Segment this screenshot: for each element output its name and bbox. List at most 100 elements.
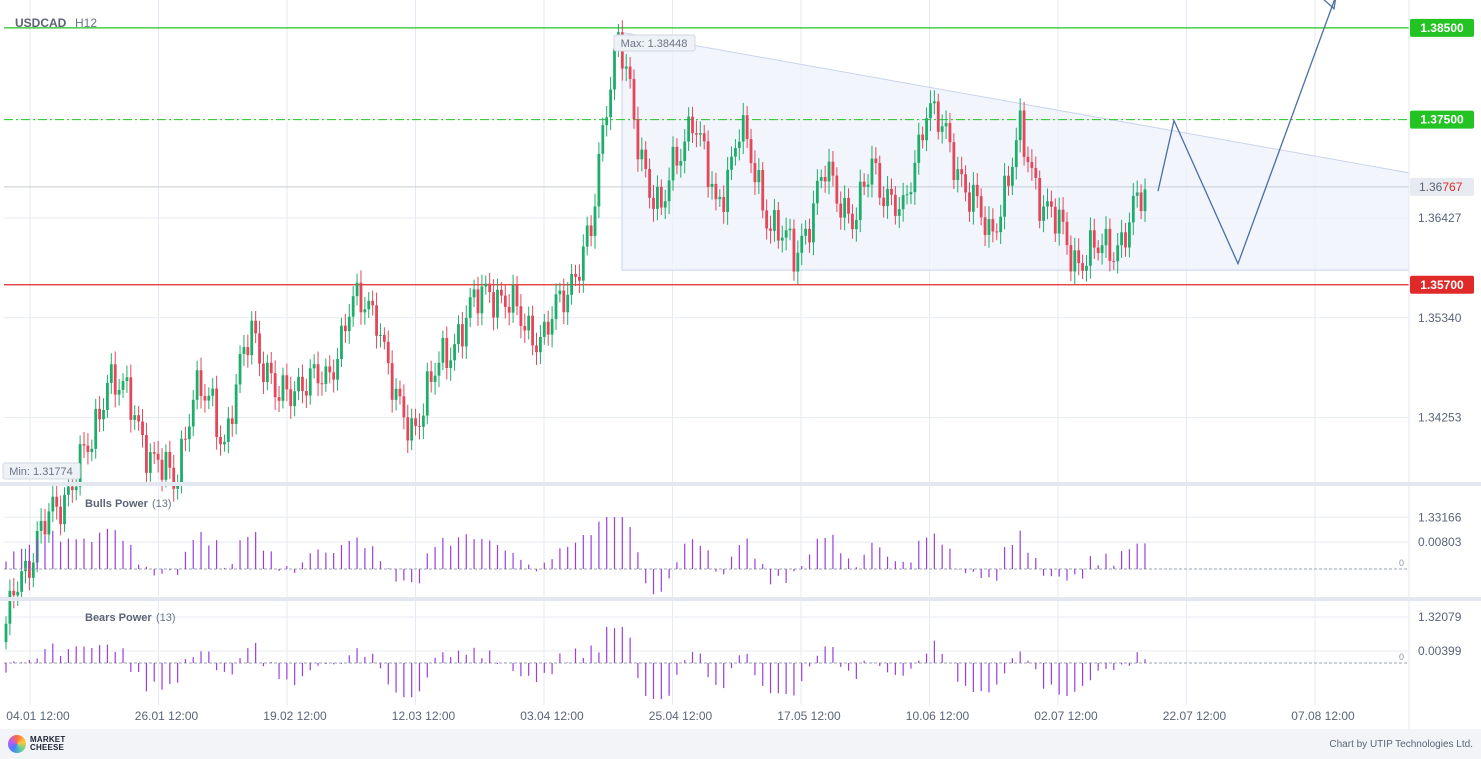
price-tick-label: 1.36427 xyxy=(1418,211,1462,225)
candle-body xyxy=(870,158,874,185)
candle-body xyxy=(1108,228,1112,261)
candle-body xyxy=(484,283,488,287)
candle-body xyxy=(679,160,683,166)
candle-body xyxy=(1007,175,1010,186)
candle-body xyxy=(90,448,94,453)
candle-body xyxy=(347,316,351,332)
time-tick-label: 25.04 12:00 xyxy=(649,709,713,723)
candle-body xyxy=(702,133,706,142)
level-tag-1-37500[interactable]: 1.37500 xyxy=(1410,110,1474,129)
candle-body xyxy=(656,186,659,209)
candle-body xyxy=(1003,175,1006,217)
candle-body xyxy=(566,294,570,313)
candle-body xyxy=(43,520,47,535)
candle-body xyxy=(819,177,823,181)
candle-body xyxy=(1018,110,1022,141)
candle-body xyxy=(1081,263,1084,271)
min-marker: Min: 1.31774 xyxy=(2,462,81,480)
candle-body xyxy=(31,562,35,578)
symbol-label: USDCAD xyxy=(15,16,67,30)
panel-separator xyxy=(0,597,1481,601)
candle-body xyxy=(542,321,546,337)
candle-body xyxy=(113,364,117,395)
candle-body xyxy=(117,389,121,395)
candle-body xyxy=(640,149,644,160)
candle-body xyxy=(1120,232,1123,246)
bulls-power-tick: 0.00803 xyxy=(1418,535,1462,549)
candle-body xyxy=(425,371,429,416)
candle-body xyxy=(86,445,90,453)
level-tag-1-35700[interactable]: 1.35700 xyxy=(1410,275,1474,294)
candle-body xyxy=(457,324,460,345)
candle-body xyxy=(164,451,168,480)
level-tag-1-38500[interactable]: 1.38500 xyxy=(1410,18,1474,37)
candle-body xyxy=(191,399,195,427)
candle-body xyxy=(698,133,702,135)
candle-body xyxy=(706,141,710,187)
candle-body xyxy=(710,183,714,187)
candle-body xyxy=(683,141,687,161)
candlestick-series[interactable] xyxy=(4,20,1147,650)
candle-body xyxy=(601,125,605,154)
candle-body xyxy=(460,324,464,347)
candle-body xyxy=(574,274,577,277)
candle-body xyxy=(211,388,215,396)
candle-body xyxy=(297,376,300,392)
time-tick-label: 10.06 12:00 xyxy=(906,709,970,723)
candle-body xyxy=(862,181,866,187)
candle-body xyxy=(390,363,394,400)
candle-body xyxy=(843,197,847,218)
candle-body xyxy=(523,325,527,331)
candle-body xyxy=(975,184,979,197)
candle-body xyxy=(449,360,453,368)
candle-body xyxy=(940,126,944,132)
candle-body xyxy=(531,315,534,346)
bears-power-period: (13) xyxy=(156,612,176,624)
candle-body xyxy=(168,451,172,468)
bulls-zero-label: 0 xyxy=(1399,558,1404,568)
candle-body xyxy=(488,283,492,293)
candle-body xyxy=(429,371,433,382)
candle-body xyxy=(636,119,640,160)
candle-body xyxy=(1116,245,1120,262)
candle-body xyxy=(1104,228,1108,246)
max-marker: Max: 1.38448 xyxy=(613,34,696,52)
candle-body xyxy=(258,333,261,364)
candle-body xyxy=(20,571,24,592)
candle-body xyxy=(1026,156,1030,162)
bulls-power-histogram xyxy=(4,517,1409,595)
candle-body xyxy=(308,368,312,396)
candle-body xyxy=(507,306,511,313)
price-tick-label: 1.35340 xyxy=(1418,311,1462,325)
candle-body xyxy=(839,203,843,218)
candle-body xyxy=(445,337,449,368)
candle-body xyxy=(1073,250,1077,272)
candle-body xyxy=(180,438,183,486)
candle-body xyxy=(675,146,679,166)
candle-body xyxy=(70,486,74,491)
candle-body xyxy=(546,321,550,335)
candle-body xyxy=(613,48,616,90)
candle-body xyxy=(367,300,371,310)
candle-body xyxy=(784,230,788,238)
candle-body xyxy=(831,161,835,176)
candle-body xyxy=(804,228,808,236)
candle-body xyxy=(1127,222,1131,248)
candle-body xyxy=(250,320,254,356)
level-tag-label: 1.35700 xyxy=(1420,278,1464,292)
panel-separator xyxy=(0,482,1481,486)
candle-body xyxy=(722,196,726,212)
candle-body xyxy=(878,163,882,198)
candle-body xyxy=(129,377,133,420)
candle-body xyxy=(925,118,928,141)
candle-body xyxy=(223,441,226,445)
time-tick-label: 07.08 12:00 xyxy=(1291,709,1355,723)
candle-body xyxy=(999,216,1003,233)
candle-body xyxy=(176,485,180,489)
candle-body xyxy=(67,486,70,495)
candle-body xyxy=(788,228,792,231)
candle-body xyxy=(648,169,652,198)
candle-body xyxy=(562,290,566,313)
chart-credit: Chart by UTIP Technologies Ltd. xyxy=(1329,739,1473,750)
time-tick-label: 26.01 12:00 xyxy=(135,709,199,723)
